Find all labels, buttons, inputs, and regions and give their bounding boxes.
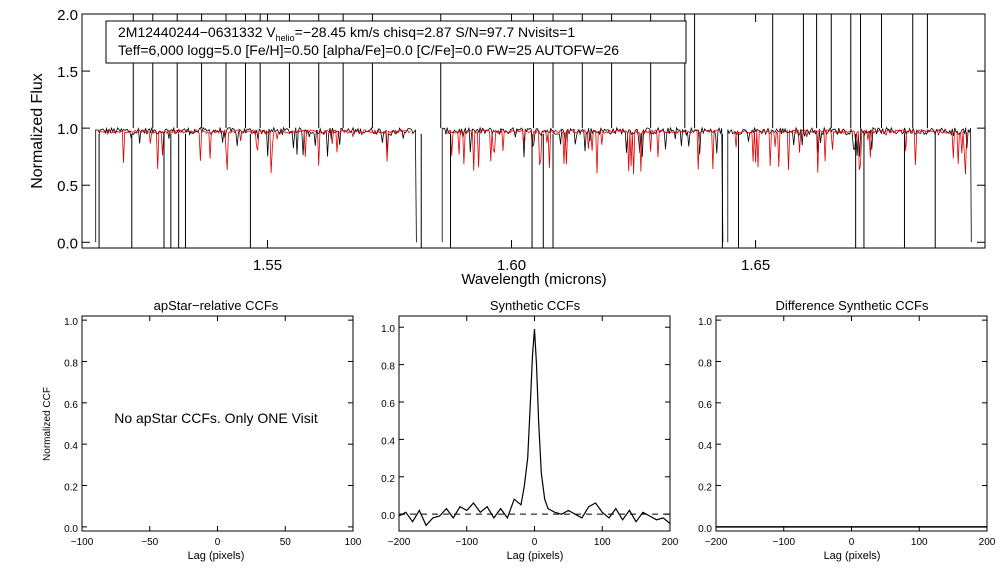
ccf-y-label: Normalized CCF xyxy=(42,387,53,461)
synthetic-ccf-x-tick-label: −200 xyxy=(388,537,411,548)
synthetic-ccf-y-tick-label: 0.2 xyxy=(381,474,395,485)
apstar-ccf-ticks: −100 −50 0 50 100 0.0 0.2 0.4 0.6 0.8 1.0 xyxy=(64,316,362,548)
spectrum-y-tick-label: 1.5 xyxy=(57,64,78,81)
synthetic-ccf-frame xyxy=(398,315,671,532)
synthetic-ccf-title: Synthetic CCFs xyxy=(490,298,581,313)
synthetic-ccf-panel: Synthetic CCFs −200 −100 0 100 200 0.0 0.2 0.4 0… xyxy=(381,298,679,562)
apstar-ccf-x-label: Lag (pixels) xyxy=(188,550,245,562)
model-spectrum-line xyxy=(98,128,968,175)
synthetic-ccf-ticks: −200 −100 0 100 200 0.0 0.2 0.4 0.6 0.8 1.0 xyxy=(381,316,679,548)
difference-ccf-x-tick-label: −100 xyxy=(772,537,795,548)
apstar-ccf-x-tick-label: 0 xyxy=(215,537,221,548)
spectrum-y-label: Normalized Flux xyxy=(29,73,46,189)
spectrum-y-tick-label: 0.0 xyxy=(57,235,78,252)
apstar-ccf-y-tick-label: 0.8 xyxy=(64,358,78,369)
info-box-frame xyxy=(105,20,687,64)
synthetic-ccf-x-tick-label: 0 xyxy=(532,537,538,548)
apstar-ccf-y-tick-label: 0.6 xyxy=(64,400,78,411)
synthetic-ccf-x-tick-label: 200 xyxy=(662,537,679,548)
synthetic-ccf-y-tick-label: 0.6 xyxy=(381,399,395,410)
synthetic-ccf-line xyxy=(398,329,671,527)
apstar-ccf-y-tick-label: 0.2 xyxy=(64,483,78,494)
spectrum-x-tick-label: 1.55 xyxy=(253,257,282,274)
apstar-ccf-x-tick-label: −100 xyxy=(71,537,94,548)
spectrum-info-box: 2M12440244−0631332 Vhelio=−28.45 km/s ch… xyxy=(105,20,687,64)
synthetic-ccf-x-tick-label: −100 xyxy=(455,537,478,548)
difference-ccf-x-tick-label: −200 xyxy=(705,537,728,548)
difference-ccf-y-tick-label: 1.0 xyxy=(698,317,712,328)
difference-ccf-x-tick-label: 0 xyxy=(849,537,855,548)
apstar-ccf-y-tick-label: 0.0 xyxy=(64,524,78,535)
synthetic-ccf-x-tick-label: 100 xyxy=(594,537,611,548)
difference-ccf-title: Difference Synthetic CCFs xyxy=(776,298,929,313)
synthetic-ccf-y-tick-label: 0.4 xyxy=(381,436,395,447)
apstar-ccf-annotation: No apStar CCFs. Only ONE Visit xyxy=(114,410,318,426)
velocity-stats: =−28.45 km/s chisq=2.87 S/N=97.7 Nvisits… xyxy=(295,24,576,40)
synthetic-ccf-x-label: Lag (pixels) xyxy=(507,550,564,562)
info-line-1: 2M12440244−0631332 Vhelio=−28.45 km/s ch… xyxy=(118,24,575,43)
apstar-ccf-panel: apStar−relative CCFs −100 −50 0 50 100 0.0 0.2… xyxy=(42,298,362,562)
synthetic-ccf-y-tick-label: 1.0 xyxy=(381,324,395,335)
synthetic-ccf-series xyxy=(398,329,671,527)
apstar-ccf-x-tick-label: −50 xyxy=(141,537,158,548)
star-id-and-velocity-label: 2M12440244−0631332 V xyxy=(118,24,276,40)
info-line-2: Teff=6,000 logg=5.0 [Fe/H]=0.50 [alpha/F… xyxy=(118,42,619,58)
observed-spectrum-line xyxy=(95,126,972,243)
synthetic-ccf-y-tick-label: 0.0 xyxy=(381,511,395,522)
spectrum-x-label: Wavelength (microns) xyxy=(461,271,606,288)
apstar-ccf-y-tick-label: 1.0 xyxy=(64,317,78,328)
spectrum-y-tick-label: 0.5 xyxy=(57,178,78,195)
difference-ccf-y-tick-label: 0.2 xyxy=(698,483,712,494)
difference-ccf-y-tick-label: 0.8 xyxy=(698,358,712,369)
apstar-ccf-x-tick-label: 50 xyxy=(280,537,292,548)
spectrum-x-tick-label: 1.60 xyxy=(497,257,526,274)
difference-ccf-x-label: Lag (pixels) xyxy=(824,550,881,562)
apstar-ccf-title: apStar−relative CCFs xyxy=(154,298,279,313)
synthetic-ccf-y-tick-label: 0.8 xyxy=(381,362,395,373)
spectrum-panel: 1.55 1.60 1.65 0.0 0.5 1.0 1.5 2.0 Normalized F… xyxy=(29,7,986,288)
difference-ccf-ticks: −200 −100 0 100 200 0.0 0.2 0.4 0.6 0.8 1.0 xyxy=(698,316,996,548)
difference-ccf-y-tick-label: 0.0 xyxy=(698,524,712,535)
apstar-ccf-x-tick-label: 100 xyxy=(345,537,362,548)
difference-ccf-y-tick-label: 0.6 xyxy=(698,400,712,411)
spectrum-ticks: 1.55 1.60 1.65 0.0 0.5 1.0 1.5 2.0 xyxy=(57,7,985,274)
difference-ccf-x-tick-label: 200 xyxy=(979,537,996,548)
spectrum-y-tick-label: 2.0 xyxy=(57,7,78,24)
difference-ccf-panel: Difference Synthetic CCFs −200 −100 0 100 20… xyxy=(698,298,996,562)
difference-ccf-x-tick-label: 100 xyxy=(911,537,928,548)
spectrum-y-tick-label: 1.0 xyxy=(57,121,78,138)
difference-ccf-y-tick-label: 0.4 xyxy=(698,441,712,452)
spectrum-x-tick-label: 1.65 xyxy=(741,257,770,274)
apstar-ccf-y-tick-label: 0.4 xyxy=(64,441,78,452)
helio-subscript: helio xyxy=(276,33,295,43)
difference-ccf-frame xyxy=(715,315,988,532)
